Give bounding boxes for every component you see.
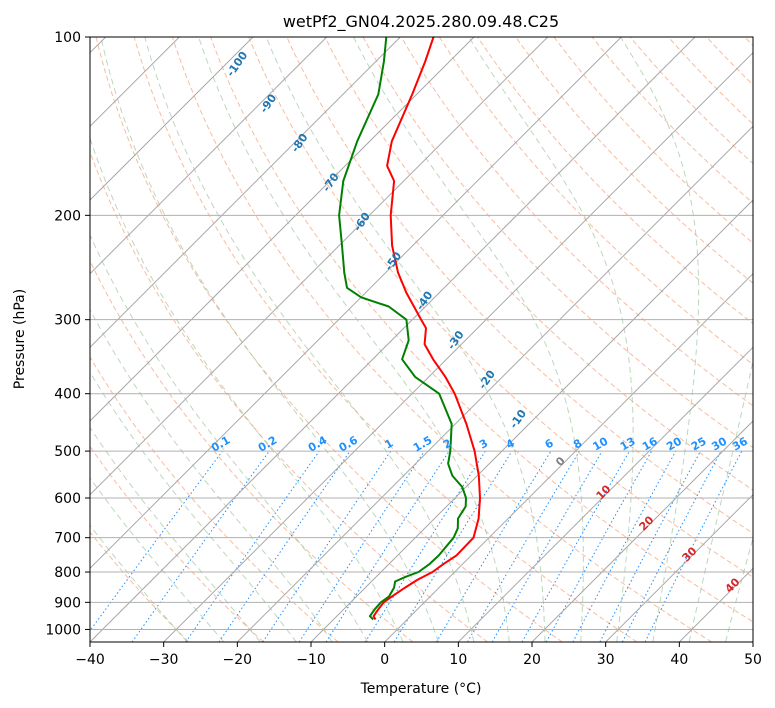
moist-adiabat-line <box>90 371 297 642</box>
isotherm-line <box>531 420 753 642</box>
dry-adiabat-line <box>438 37 753 366</box>
dry-adiabat-line <box>248 37 753 578</box>
isotherm-line <box>90 37 328 275</box>
y-tick-label: 400 <box>54 387 81 403</box>
dry-adiabat-line <box>515 37 753 284</box>
x-tick-label: 30 <box>597 652 615 668</box>
moist-adiabat-line <box>90 477 225 642</box>
moist-adiabat-line <box>265 37 546 642</box>
mixing-ratio-line <box>393 450 513 642</box>
isotherm-line <box>90 37 622 570</box>
isotherm-line <box>310 199 753 642</box>
isotherm-line <box>605 493 753 642</box>
moist-adiabat-line <box>620 37 700 642</box>
isotherm-line <box>457 346 753 642</box>
mixing-ratio-line <box>325 450 450 642</box>
x-tick-label: −20 <box>223 652 253 668</box>
moist-adiabat-line <box>90 524 188 642</box>
x-tick-label: 10 <box>449 652 467 668</box>
dry-adiabat-line <box>95 37 563 642</box>
y-tick-label: 700 <box>54 531 81 547</box>
isotherm-line <box>90 37 475 422</box>
mixing-ratio-line <box>262 450 392 642</box>
x-tick-label: −40 <box>75 652 105 668</box>
isotherm-line <box>90 37 549 496</box>
dry-adiabat-line <box>90 150 488 642</box>
moist-adiabat-line <box>100 37 439 642</box>
moist-adiabat-line <box>90 136 404 642</box>
mixing-ratio-line <box>90 450 223 632</box>
isotherm-line <box>384 272 753 642</box>
y-tick-label: 200 <box>54 208 81 224</box>
x-tick-label: 0 <box>380 652 389 668</box>
dewpoint-profile-line <box>338 37 467 621</box>
x-tick-label: 40 <box>670 652 688 668</box>
moist-adiabat-line <box>198 37 510 642</box>
y-tick-label: 300 <box>54 313 81 329</box>
moist-adiabat-line <box>90 426 261 642</box>
isotherm-line <box>163 51 753 642</box>
moist-adiabat-line <box>725 536 753 642</box>
y-tick-label: 800 <box>54 565 81 581</box>
moist-adiabat-line <box>353 37 584 642</box>
x-tick-label: 20 <box>523 652 541 668</box>
temperature-profile-line <box>372 37 481 620</box>
mixing-ratio-line <box>521 450 630 642</box>
mixing-ratio-line <box>298 450 425 642</box>
dry-adiabat-line <box>90 445 264 642</box>
y-tick-label: 900 <box>54 595 81 611</box>
mixing-ratio-line <box>185 450 320 642</box>
x-axis-label: Temperature (°C) <box>360 681 482 697</box>
x-tick-label: 50 <box>744 652 762 668</box>
isotherm-line <box>90 37 696 642</box>
dry-adiabat-line <box>90 356 339 642</box>
moist-adiabat-line <box>688 358 753 642</box>
isotherm-line <box>90 37 401 349</box>
dry-adiabat-line <box>90 531 190 642</box>
dry-adiabat-line <box>171 37 712 642</box>
mixing-ratio-line <box>131 450 270 642</box>
dry-adiabat-line <box>133 37 638 642</box>
y-tick-label: 600 <box>54 491 81 507</box>
dry-adiabat-line <box>324 37 753 491</box>
chart-title: wetPf2_GN04.2025.280.09.48.C25 <box>283 12 559 32</box>
y-tick-label: 1000 <box>45 622 81 638</box>
moist-adiabat-line <box>144 37 475 642</box>
mixing-ratio-line <box>644 450 743 642</box>
isotherm-line <box>90 37 254 201</box>
x-tick-label: −10 <box>296 652 326 668</box>
dry-adiabat-line <box>400 37 753 407</box>
moist-adiabat-line <box>90 308 333 642</box>
x-tick-label: −30 <box>149 652 179 668</box>
dry-adiabat-line <box>210 37 753 623</box>
moist-adiabat-line <box>90 233 369 642</box>
y-tick-label: 100 <box>54 30 81 46</box>
isotherm-line <box>236 125 753 642</box>
mixing-ratio-line <box>572 450 677 642</box>
mixing-ratio-line <box>218 450 351 642</box>
plot-frame <box>89 36 754 643</box>
mixing-ratio-line <box>545 450 653 642</box>
y-tick-label: 500 <box>54 444 81 460</box>
y-axis-label: Pressure (hPa) <box>12 289 28 389</box>
